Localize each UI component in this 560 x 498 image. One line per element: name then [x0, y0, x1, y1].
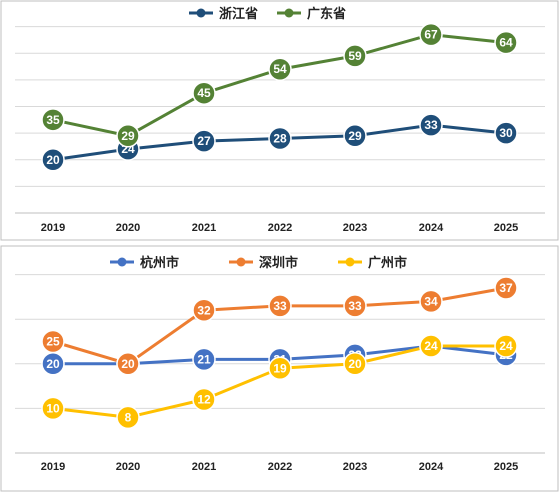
data-label: 20 [121, 357, 135, 371]
x-tick-label: 2025 [494, 461, 518, 473]
data-point [268, 57, 292, 81]
x-tick-label: 2022 [268, 222, 292, 234]
data-point [343, 294, 367, 318]
data-label: 33 [348, 299, 362, 313]
data-label: 29 [348, 129, 362, 143]
data-label: 34 [424, 294, 438, 308]
data-label: 12 [197, 392, 211, 406]
data-label: 33 [424, 118, 438, 132]
legend-marker [345, 257, 355, 267]
data-point [268, 294, 292, 318]
data-label: 33 [273, 299, 287, 313]
data-label: 64 [499, 36, 513, 50]
data-label: 59 [348, 49, 362, 63]
data-label: 21 [197, 352, 211, 366]
data-label: 10 [46, 401, 60, 415]
data-point [192, 298, 216, 323]
legend-marker [236, 257, 246, 267]
data-label: 20 [348, 357, 362, 371]
data-point [192, 387, 216, 412]
data-point [494, 334, 518, 358]
x-tick-label: 2021 [192, 222, 216, 234]
data-label: 28 [273, 131, 287, 145]
data-label: 25 [46, 335, 60, 349]
data-label: 32 [197, 303, 211, 317]
data-point [116, 405, 140, 430]
data-label: 27 [197, 134, 211, 148]
data-point [116, 124, 140, 148]
x-tick-label: 2021 [192, 461, 216, 473]
data-label: 24 [499, 339, 513, 353]
data-label: 29 [121, 129, 135, 143]
data-label: 24 [424, 339, 438, 353]
x-tick-label: 2022 [268, 461, 292, 473]
x-tick-label: 2024 [419, 222, 444, 234]
data-point [343, 352, 367, 376]
x-tick-label: 2019 [41, 461, 65, 473]
data-point [268, 126, 292, 151]
data-point [343, 44, 367, 68]
legend-entry: 广州市 [368, 255, 407, 270]
x-tick-label: 2019 [41, 222, 65, 234]
legend-entry: 浙江省 [219, 6, 258, 21]
x-tick-label: 2023 [343, 222, 367, 234]
data-point [41, 148, 65, 172]
data-label: 19 [273, 361, 287, 375]
legend-entry: 深圳市 [259, 255, 298, 270]
data-point [419, 289, 443, 314]
data-point [419, 334, 443, 358]
legend-marker [117, 257, 127, 267]
legend-entry: 杭州市 [140, 255, 179, 270]
data-point [41, 396, 65, 421]
data-point [192, 347, 216, 372]
data-point [41, 329, 65, 354]
data-point [343, 124, 367, 148]
data-point [192, 129, 216, 153]
data-point [494, 121, 518, 145]
data-point [192, 81, 216, 105]
x-tick-label: 2025 [494, 222, 518, 234]
data-label: 35 [46, 113, 60, 127]
x-tick-label: 2020 [116, 461, 140, 473]
data-label: 8 [125, 410, 132, 424]
x-tick-label: 2024 [419, 461, 444, 473]
legend-entry: 广东省 [307, 6, 346, 21]
data-point [41, 108, 65, 132]
data-label: 45 [197, 86, 211, 100]
data-label: 54 [273, 62, 287, 76]
data-point [116, 352, 140, 376]
data-label: 30 [499, 126, 513, 140]
data-label: 20 [46, 153, 60, 167]
x-tick-label: 2020 [116, 222, 140, 234]
data-point [494, 30, 518, 55]
x-tick-label: 2023 [343, 461, 367, 473]
data-label: 37 [499, 281, 513, 295]
data-point [419, 113, 443, 137]
legend-marker [284, 8, 294, 18]
chart-2: 2019202020212022202320242025202021212224… [0, 245, 559, 492]
data-label: 67 [424, 28, 438, 42]
chart-frame [0, 0, 559, 241]
data-point [419, 22, 443, 47]
data-label: 20 [46, 357, 60, 371]
legend-marker [196, 8, 206, 18]
data-point [494, 276, 518, 300]
data-point [268, 356, 292, 381]
